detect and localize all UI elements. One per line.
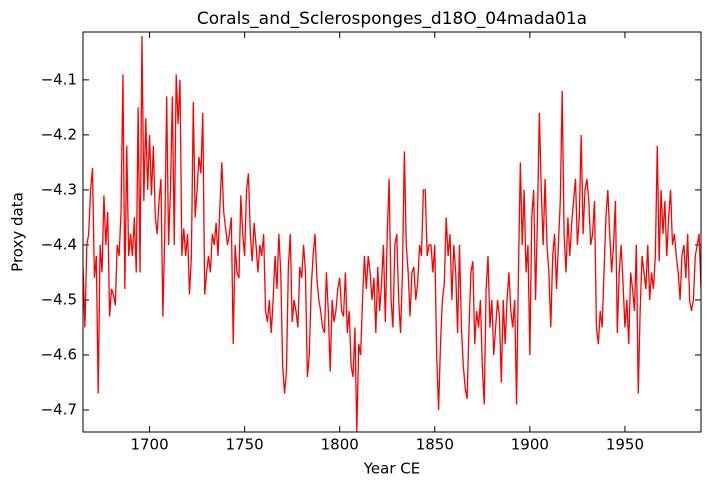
chart-title: Corals_and_Sclerosponges_d18O_04mada01a bbox=[197, 9, 587, 29]
x-tick-label: 1700 bbox=[130, 436, 168, 454]
x-tick-label: 1900 bbox=[511, 436, 549, 454]
y-tick-label: −4.7 bbox=[41, 400, 77, 418]
y-tick-label: −4.5 bbox=[41, 290, 77, 308]
y-tick-label: −4.2 bbox=[41, 125, 77, 143]
y-tick-label: −4.6 bbox=[41, 345, 77, 363]
y-tick-label: −4.4 bbox=[41, 235, 77, 253]
y-tick-label: −4.1 bbox=[41, 70, 77, 88]
x-tick-label: 1950 bbox=[606, 436, 644, 454]
x-tick-label: 1850 bbox=[416, 436, 454, 454]
x-tick-label: 1800 bbox=[321, 436, 359, 454]
y-axis-label: Proxy data bbox=[9, 192, 27, 272]
plot-frame bbox=[82, 31, 702, 433]
y-tick-label: −4.3 bbox=[41, 180, 77, 198]
x-tick-label: 1750 bbox=[226, 436, 264, 454]
x-axis-label: Year CE bbox=[363, 460, 420, 478]
data-line bbox=[83, 35, 701, 432]
